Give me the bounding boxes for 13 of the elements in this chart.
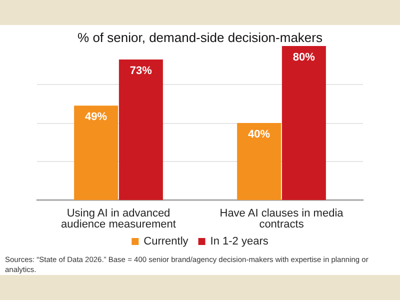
data-label: 49%: [85, 111, 108, 124]
x-tick-label: Using AI in advanced audience measurement: [61, 208, 176, 230]
bar: [237, 123, 282, 200]
chart-title: % of senior, demand-side decision-makers: [78, 30, 323, 45]
data-label: 73%: [130, 64, 152, 77]
bar: [118, 59, 163, 200]
x-tick-label: Have AI clauses in media contracts: [220, 208, 344, 230]
bar: [282, 46, 326, 200]
data-label: 80%: [292, 52, 316, 64]
legend-label: Currently: [144, 236, 189, 248]
bar: [74, 106, 118, 200]
data-label: 40%: [248, 128, 270, 140]
legend-label: In 1-2 years: [210, 236, 269, 248]
